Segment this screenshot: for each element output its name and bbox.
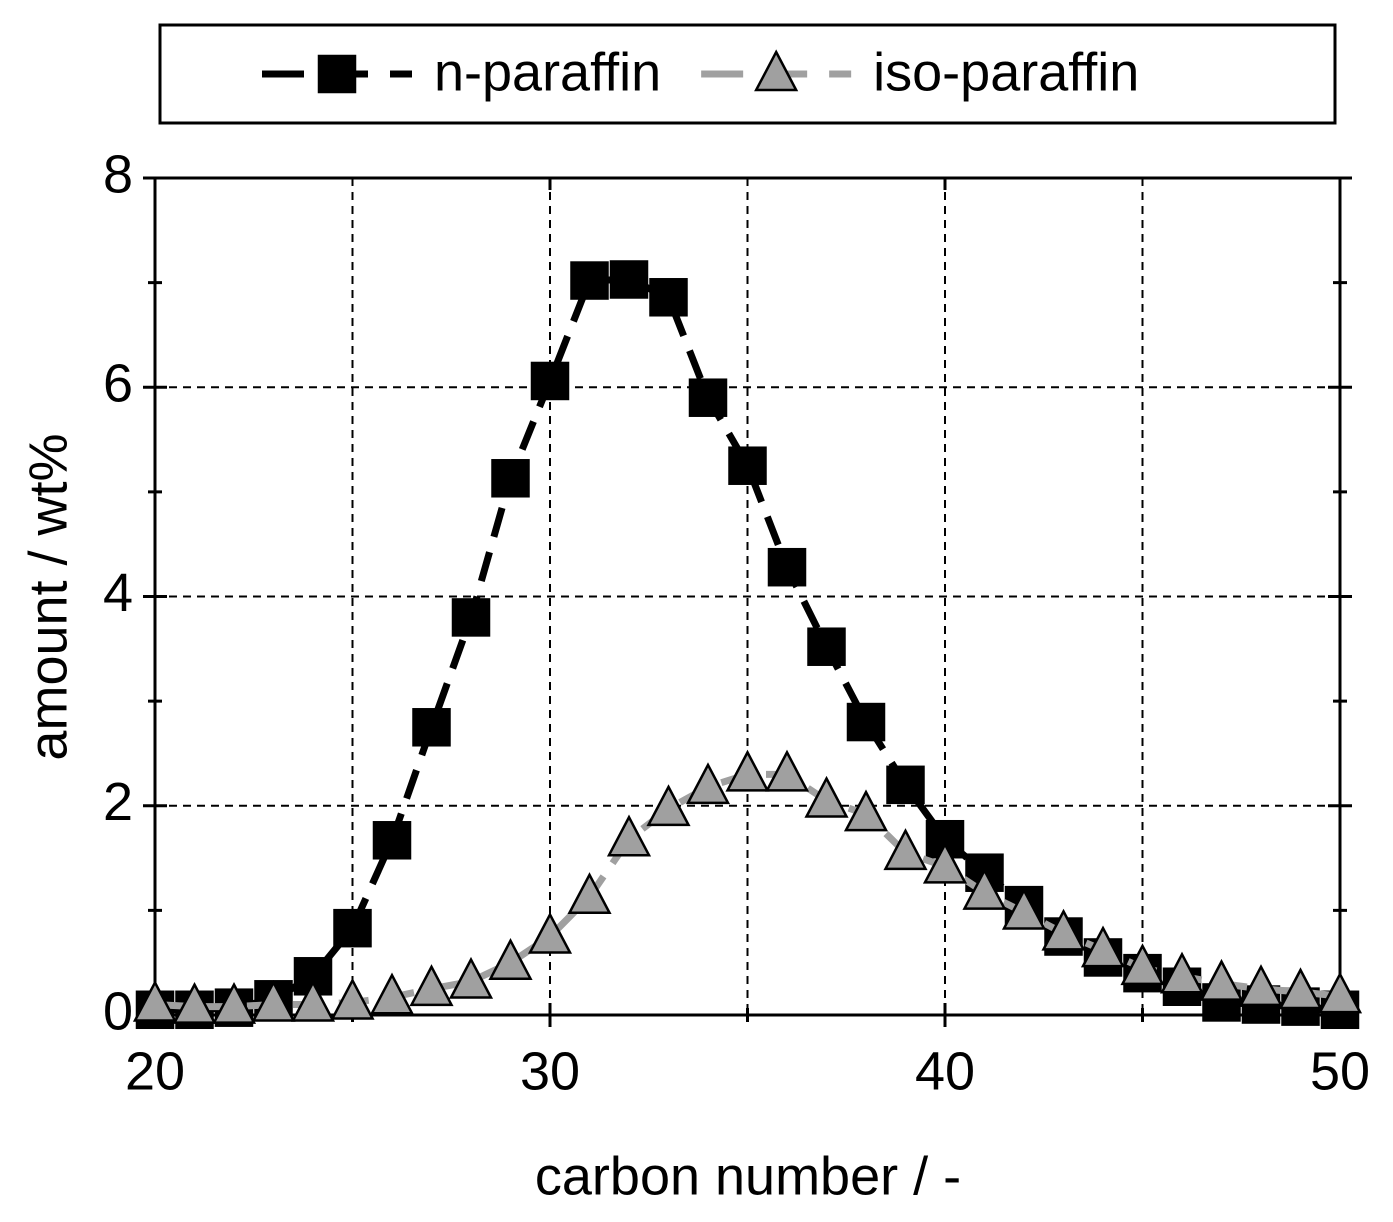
marker (330, 977, 375, 1020)
x-tick-label: 40 (915, 1041, 975, 1101)
marker (754, 49, 799, 92)
marker (649, 278, 688, 317)
marker (883, 828, 928, 871)
marker (646, 784, 691, 827)
y-tick-label: 6 (103, 354, 133, 414)
marker (132, 979, 178, 1022)
marker (685, 762, 731, 805)
marker (886, 765, 925, 805)
legend-label: iso-paraffin (873, 42, 1139, 102)
y-tick-label: 2 (103, 772, 133, 832)
marker (804, 775, 849, 818)
marker (843, 789, 889, 832)
marker (688, 378, 728, 417)
marker (451, 598, 491, 637)
marker (846, 702, 886, 742)
marker (251, 979, 296, 1022)
marker (1120, 943, 1165, 986)
marker (922, 841, 968, 884)
x-tick-label: 30 (520, 1041, 580, 1101)
marker (567, 872, 612, 915)
marker (290, 979, 336, 1022)
marker (448, 956, 494, 999)
marker (211, 981, 257, 1024)
x-tick-label: 50 (1310, 1041, 1370, 1101)
marker (409, 964, 454, 1007)
marker (1238, 964, 1284, 1007)
y-tick-label: 8 (103, 144, 133, 204)
y-axis-label: amount / wt% (18, 433, 78, 760)
marker (372, 821, 412, 860)
marker (609, 260, 649, 299)
x-tick-label: 20 (125, 1041, 185, 1101)
marker (172, 981, 217, 1024)
marker (764, 749, 810, 792)
marker (530, 361, 570, 401)
y-tick-label: 4 (103, 563, 133, 623)
marker (767, 547, 807, 587)
marker (369, 972, 415, 1015)
y-tick-label: 0 (103, 981, 133, 1041)
marker (1199, 958, 1244, 1001)
marker (728, 446, 767, 485)
marker (570, 261, 609, 300)
x-axis-label: carbon number / - (535, 1146, 961, 1206)
legend-label: n-paraffin (434, 42, 661, 102)
marker (488, 938, 533, 980)
marker (412, 708, 451, 747)
marker (1001, 887, 1047, 930)
marker (333, 908, 372, 948)
marker (491, 459, 530, 498)
marker (606, 814, 652, 857)
marker (1159, 951, 1205, 994)
marker (317, 54, 357, 94)
marker (1278, 967, 1323, 1010)
marker (1317, 971, 1363, 1014)
plot-frame (153, 176, 1342, 1017)
marker (1041, 908, 1086, 951)
marker (807, 627, 846, 666)
marker (527, 911, 573, 954)
marker (962, 867, 1007, 910)
marker (1080, 925, 1126, 968)
marker (725, 749, 770, 792)
